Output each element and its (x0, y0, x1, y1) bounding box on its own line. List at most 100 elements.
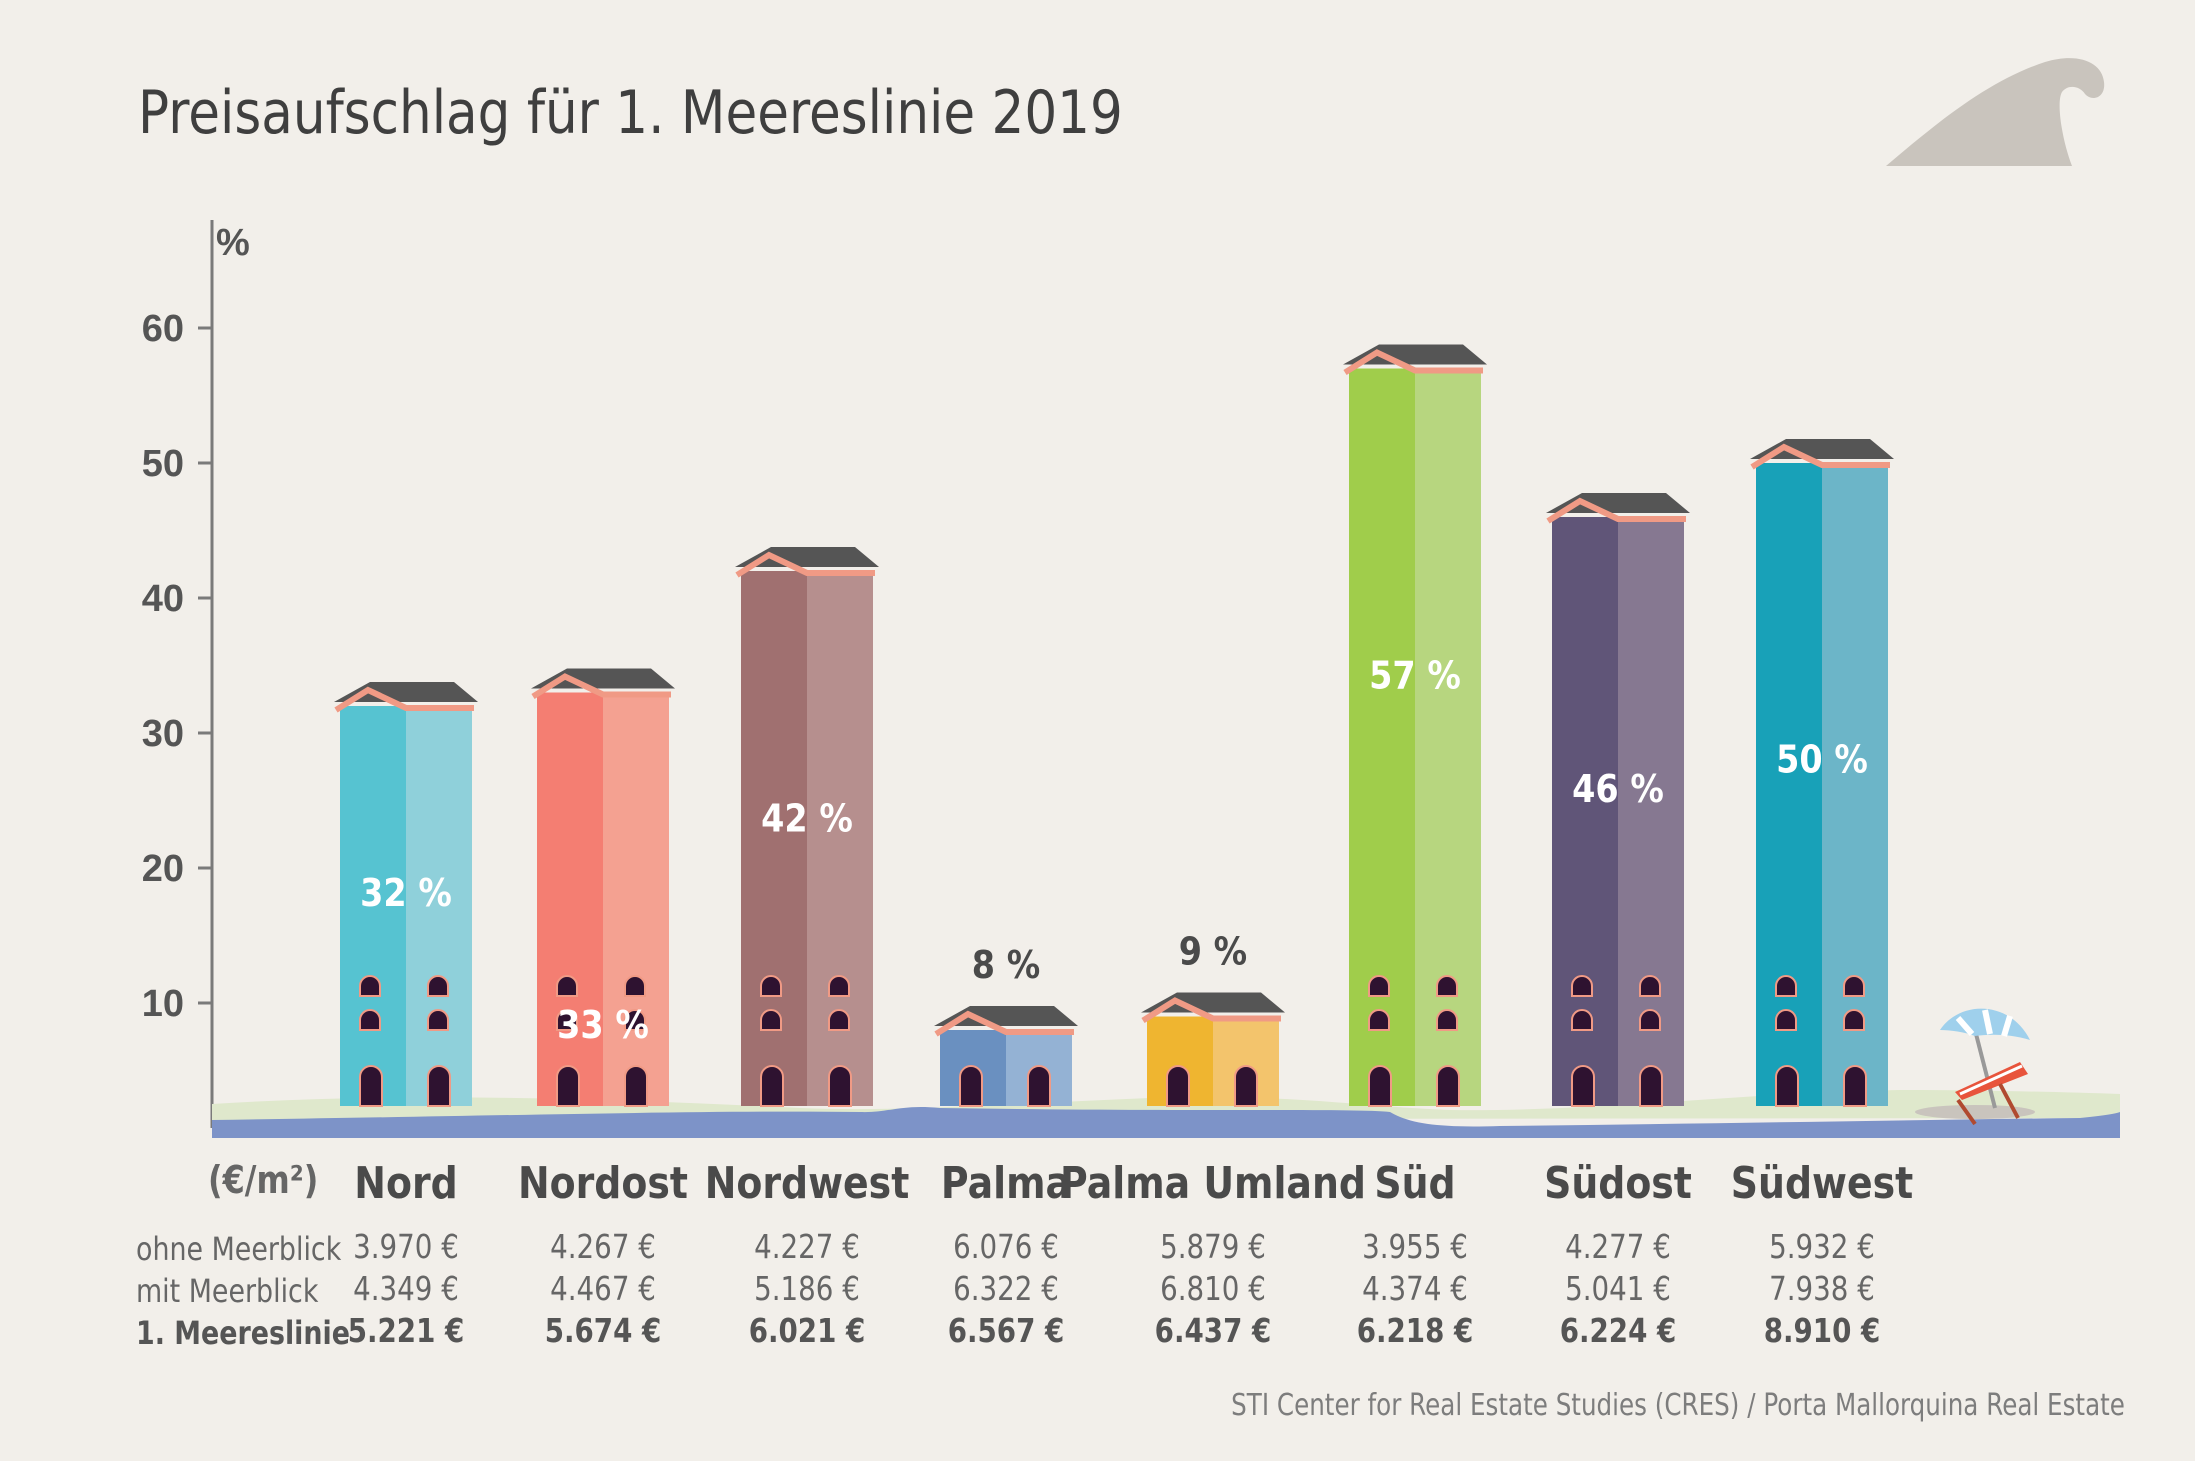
window (1775, 1009, 1797, 1031)
window (828, 1009, 850, 1031)
price-cell: 5.186 € (754, 1271, 860, 1309)
bar-roof-trim (1546, 497, 1686, 524)
window (624, 1009, 646, 1031)
beach-umbrella-icon (1915, 1008, 2035, 1119)
price-cell: 8.910 € (1764, 1313, 1881, 1351)
price-cell: 3.970 € (353, 1229, 459, 1267)
category-label: Süd (1374, 1157, 1455, 1208)
bar-nordost: 33 % (531, 668, 675, 1107)
category-label: Südwest (1731, 1157, 1913, 1208)
window (556, 1065, 580, 1107)
bar-nord: 32 % (334, 682, 478, 1107)
bar-südwest: 50 % (1750, 439, 1894, 1107)
price-cell: 6.810 € (1160, 1271, 1266, 1309)
window (427, 1009, 449, 1031)
bar-südost: 46 % (1546, 493, 1690, 1107)
window (556, 975, 578, 997)
window (1843, 1065, 1867, 1107)
category-label: Palma (941, 1157, 1071, 1208)
price-cell: 5.041 € (1565, 1271, 1671, 1309)
row-label-mit-meerblick: mit Meerblick (136, 1272, 319, 1310)
deck-chair-icon (1955, 1062, 2028, 1126)
y-tick-label: 20 (142, 848, 184, 890)
window (624, 1065, 648, 1107)
value-label: 57 % (1369, 655, 1461, 699)
bar-roof-trim (334, 686, 474, 713)
value-label: 42 % (761, 798, 853, 842)
value-label: 50 % (1776, 738, 1868, 782)
price-cell: 5.221 € (348, 1313, 465, 1351)
price-cell: 4.227 € (754, 1229, 860, 1267)
chart-title: Preisaufschlag für 1. Meereslinie 2019 (138, 78, 1123, 148)
window (427, 975, 449, 997)
bar-roof (735, 547, 879, 567)
window (1571, 975, 1593, 997)
category-label: Palma Umland (1060, 1157, 1366, 1208)
row-label-ohne-meerblick: ohne Meerblick (136, 1230, 342, 1268)
window (1775, 1065, 1799, 1107)
window (359, 975, 381, 997)
bar-roof-trim (531, 673, 671, 700)
bar-nordwest: 42 % (735, 547, 879, 1107)
bar-roof-trim (1750, 443, 1890, 470)
window (556, 1009, 578, 1031)
window (1027, 1065, 1051, 1107)
window (1368, 975, 1390, 997)
window (1639, 1065, 1663, 1107)
y-ticks: 10 20 30 40 50 60 (142, 308, 212, 1025)
price-cell: 6.224 € (1560, 1313, 1677, 1351)
bar-right-wall (603, 692, 669, 1106)
bar-right-wall (406, 706, 472, 1106)
bar-palma-umland: 9 % (1141, 931, 1285, 1107)
bar-roof (1343, 344, 1487, 365)
window (1775, 975, 1797, 997)
category-label: Südost (1544, 1157, 1692, 1208)
bar-left-wall (340, 706, 406, 1106)
bar-left-wall (1552, 517, 1618, 1106)
price-cell: 4.467 € (550, 1271, 656, 1309)
window (1571, 1065, 1595, 1107)
value-label: 46 % (1572, 768, 1664, 812)
window (760, 975, 782, 997)
y-tick-label: 50 (142, 443, 184, 485)
window (359, 1009, 381, 1031)
window (1436, 1009, 1458, 1031)
bar-roof (1141, 992, 1285, 1013)
price-cell: 6.218 € (1357, 1313, 1474, 1351)
row-label-erste-meereslinie: 1. Meereslinie (136, 1314, 350, 1352)
bar-left-wall (537, 692, 603, 1106)
y-tick-label: 40 (142, 578, 184, 620)
window (1639, 975, 1661, 997)
window (1639, 1009, 1661, 1031)
bar-süd: 57 % (1343, 344, 1487, 1107)
price-cell: 4.374 € (1362, 1271, 1468, 1309)
bar-palma: 8 % (934, 944, 1078, 1107)
price-cell: 4.349 € (353, 1271, 459, 1309)
bar-roof (1750, 439, 1894, 459)
window (359, 1065, 383, 1107)
price-cell: 6.021 € (749, 1313, 866, 1351)
window (760, 1009, 782, 1031)
y-tick-label: 60 (142, 308, 184, 350)
source-note: STI Center for Real Estate Studies (CRES… (1231, 1388, 2125, 1423)
price-cell: 7.938 € (1769, 1271, 1875, 1309)
window (1368, 1065, 1392, 1107)
category-label: Nord (354, 1157, 457, 1208)
price-cell: 5.879 € (1160, 1229, 1266, 1267)
price-cell: 5.674 € (545, 1313, 662, 1351)
price-table: 3.970 € 4.267 € 4.227 € 6.076 € 5.879 € 3.955… (348, 1229, 1881, 1351)
value-label: 9 % (1179, 931, 1247, 975)
price-cell: 4.267 € (550, 1229, 656, 1267)
bar-roof-trim (735, 551, 875, 578)
bar-right-wall (1822, 463, 1888, 1106)
bar-left-wall (1756, 463, 1822, 1106)
value-label: 8 % (972, 944, 1040, 988)
bar-roof (934, 1006, 1078, 1026)
window (1436, 1065, 1460, 1107)
window (1571, 1009, 1593, 1031)
category-label: Nordost (518, 1157, 688, 1208)
window (624, 975, 646, 997)
window (1436, 975, 1458, 997)
